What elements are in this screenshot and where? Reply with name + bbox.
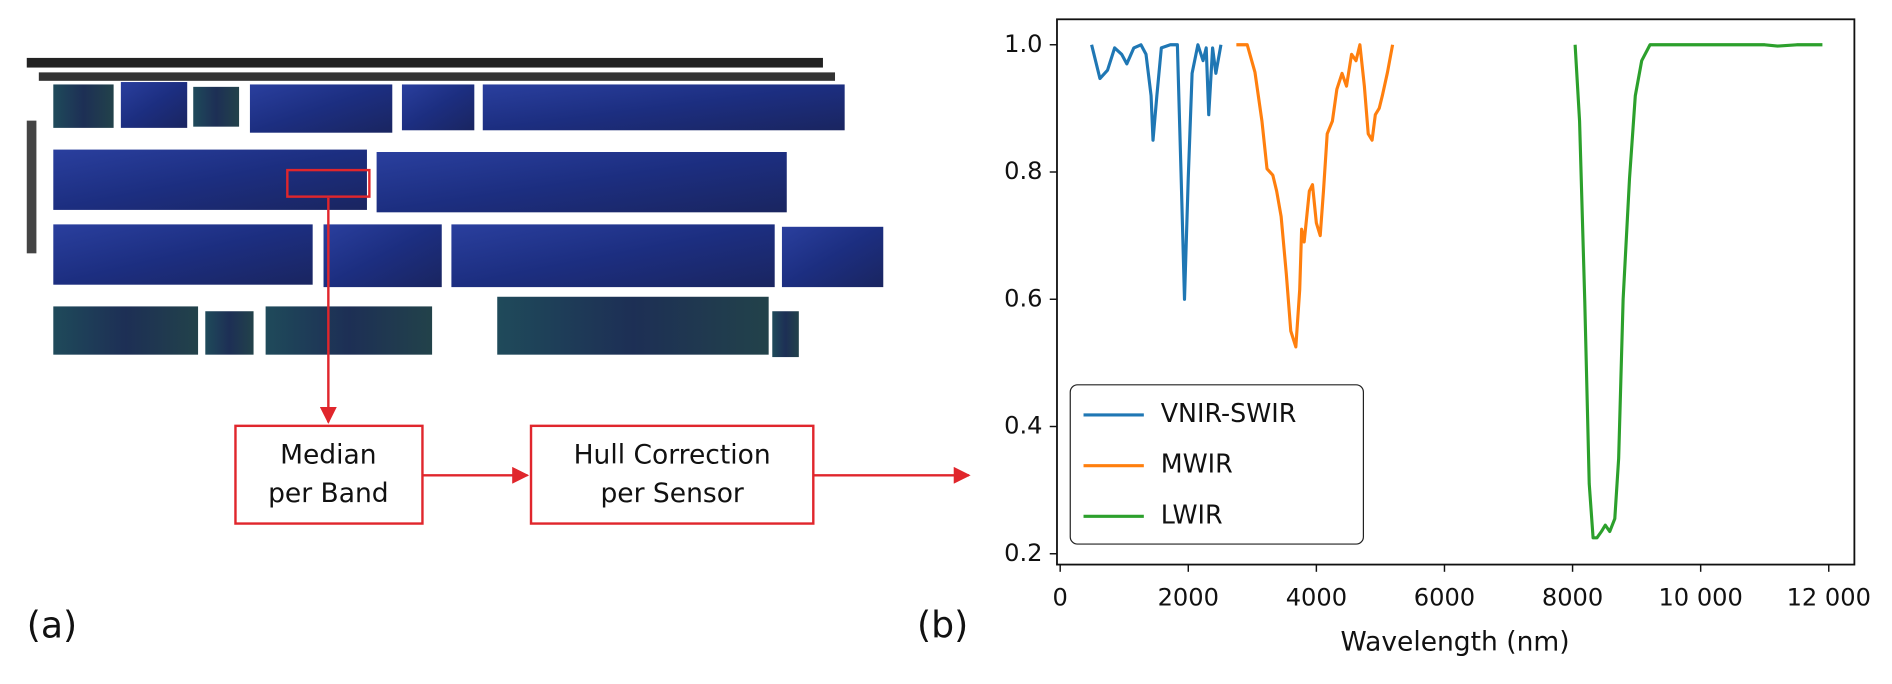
x-axis-label: Wavelength (nm): [1341, 626, 1570, 657]
y-tick-label: 0.6: [1004, 284, 1042, 312]
x-tick-label: 2000: [1158, 583, 1219, 611]
legend-frame: [1069, 384, 1364, 545]
flow-diagram: Median per Band Hull Correction per Sens…: [234, 197, 971, 525]
core-image: [26, 57, 884, 358]
x-tick-label: 8000: [1542, 583, 1603, 611]
x-tick-label: 12 000: [1787, 583, 1871, 611]
x-tick-label: 6000: [1414, 583, 1475, 611]
x-tick-label: 4000: [1286, 583, 1347, 611]
legend-label: VNIR-SWIR: [1161, 398, 1297, 428]
y-tick-label: 0.2: [1004, 539, 1042, 567]
x-tick-label: 0: [1053, 583, 1068, 611]
box-text: Median: [280, 440, 376, 471]
box-text: Hull Correction: [574, 440, 771, 471]
flow-box: [234, 424, 424, 525]
panel-label: (b): [917, 603, 968, 646]
panel-label: (a): [27, 603, 77, 646]
flow-box: [529, 424, 815, 525]
series-line: [1236, 43, 1395, 349]
y-tick-label: 0.8: [1004, 157, 1042, 185]
legend-label: MWIR: [1161, 449, 1233, 479]
series-line: [1090, 43, 1223, 301]
x-tick-label: 10 000: [1658, 583, 1742, 611]
legend-label: LWIR: [1161, 499, 1223, 529]
box-text: per Band: [268, 478, 389, 509]
series-line: [1573, 43, 1823, 540]
box-text: per Sensor: [600, 478, 743, 509]
plot-frame: [1056, 18, 1856, 566]
y-tick-label: 1.0: [1004, 30, 1042, 58]
y-tick-label: 0.4: [1004, 412, 1042, 440]
